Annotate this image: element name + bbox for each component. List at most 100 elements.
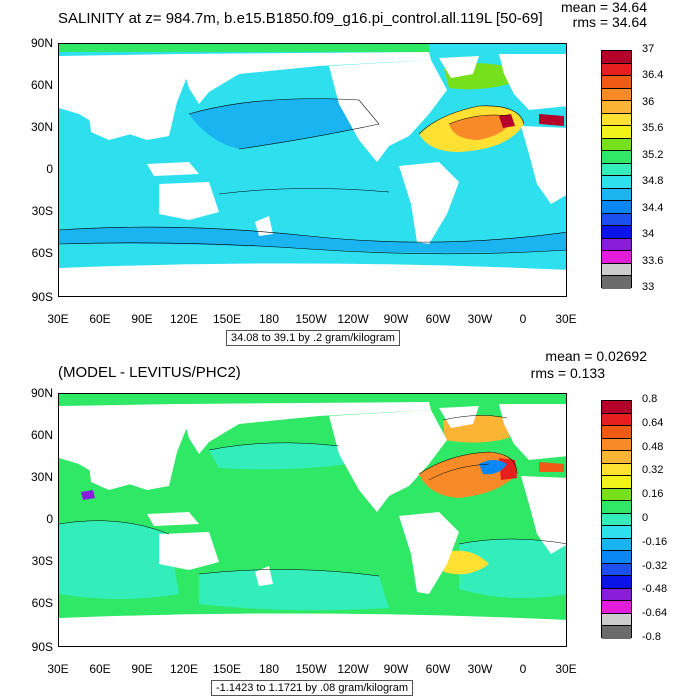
contour-line xyxy=(208,442,340,451)
colorbar-swatch xyxy=(602,238,631,252)
lon-label: 30E xyxy=(555,312,577,326)
difference-map xyxy=(58,393,567,647)
colorbar-swatch xyxy=(602,576,631,589)
colorbar-swatch xyxy=(602,76,631,89)
colorbar-swatch xyxy=(602,226,631,239)
land-africa xyxy=(521,126,566,204)
land-nz xyxy=(255,566,273,586)
cyan-patch xyxy=(199,569,389,611)
lat-label: 90S xyxy=(31,640,53,654)
land-antarctica xyxy=(59,613,566,646)
lon-label: 180 xyxy=(258,662,280,676)
contour-line xyxy=(418,105,525,135)
land-nz xyxy=(255,216,273,236)
lat-label: 60N xyxy=(30,428,53,442)
colorbar-swatch xyxy=(602,188,631,202)
colorbar-swatch xyxy=(602,276,631,289)
contour-info: 34.08 to 39.1 by .2 gram/kilogram xyxy=(226,330,400,346)
colorbar-swatch xyxy=(602,501,631,514)
colorbar-swatch xyxy=(602,163,631,177)
colorbar-swatch xyxy=(602,588,631,602)
lat-label: 60S xyxy=(31,246,53,260)
colorbar-swatch xyxy=(602,263,631,277)
lat-label: 60N xyxy=(30,78,53,92)
colorbar-swatch xyxy=(602,626,631,639)
land-south-asia xyxy=(89,110,131,140)
lon-label: 60E xyxy=(89,662,111,676)
lon-label: 120W xyxy=(337,662,369,676)
land-eurasia-east xyxy=(179,52,431,104)
lon-label: 120W xyxy=(337,312,369,326)
land-south-america xyxy=(399,512,459,594)
land-greenland xyxy=(439,56,479,78)
land-north-america xyxy=(329,60,447,162)
lon-label: 150E xyxy=(212,312,242,326)
colorbar-label: 35.2 xyxy=(642,148,664,161)
colorbar-label: -0.16 xyxy=(642,535,668,548)
colorbar-label: 37 xyxy=(642,43,655,55)
colorbar-swatch xyxy=(602,401,631,414)
colorbar-swatch xyxy=(602,251,631,264)
lon-label: 90E xyxy=(131,312,153,326)
contour-line xyxy=(448,114,510,125)
arctic-strip xyxy=(59,44,429,52)
colorbar xyxy=(601,400,632,639)
colorbar-swatch xyxy=(602,151,631,164)
colorbar-swatch xyxy=(602,213,631,227)
lon-label: 120E xyxy=(169,662,199,676)
lon-label: 180 xyxy=(258,312,280,326)
colorbar-label: 35.6 xyxy=(642,122,664,135)
colorbar-label: -0.48 xyxy=(642,583,668,596)
colorbar-swatch xyxy=(602,426,631,439)
salinity-map xyxy=(58,43,567,297)
colorbar-swatch xyxy=(602,601,631,614)
land-south-america xyxy=(399,162,459,244)
colorbar-swatch xyxy=(602,438,631,452)
cyan-patch xyxy=(209,442,349,470)
land-europe xyxy=(499,54,566,110)
colorbar-swatch xyxy=(602,488,631,502)
north-pacific-band xyxy=(189,98,379,149)
lon-label: 0 xyxy=(519,662,527,676)
lon-label: 90W xyxy=(383,312,409,326)
lon-label: 90W xyxy=(383,662,409,676)
colorbar-label: 34.8 xyxy=(642,175,664,188)
contour-line xyxy=(428,463,490,481)
lat-label: 90N xyxy=(30,36,53,50)
land-maritime xyxy=(147,512,199,526)
mediterranean xyxy=(539,114,564,126)
yellow-patch xyxy=(439,550,489,575)
colorbar-label: 0.32 xyxy=(642,464,664,477)
land-south-asia xyxy=(89,460,131,490)
contour-line xyxy=(442,415,508,421)
cyan-patch xyxy=(59,520,179,599)
salinity-panel: SALINITY at z= 984.7m, b.e15.B1850.f09_g… xyxy=(30,0,664,346)
colorbar-swatch xyxy=(602,138,631,152)
rms-value: rms = 0.133 xyxy=(530,365,605,381)
colorbar-swatch xyxy=(602,51,631,64)
land-australia xyxy=(159,182,219,220)
colorbar-label: 34 xyxy=(642,228,655,241)
colorbar-swatch xyxy=(602,551,631,564)
colorbar-label: 34.4 xyxy=(642,201,664,214)
lon-label: 30W xyxy=(467,312,493,326)
colorbar xyxy=(601,50,632,289)
lat-label: 30N xyxy=(30,470,53,484)
colorbar-swatch xyxy=(602,88,631,102)
colorbar-label: 0.48 xyxy=(642,440,664,453)
colorbar-label: 0 xyxy=(642,512,649,524)
contour-line xyxy=(218,188,390,195)
atlantic-cool xyxy=(479,460,507,475)
lat-label: 0 xyxy=(46,512,53,526)
colorbar-label: -0.8 xyxy=(642,631,661,643)
contour-line xyxy=(418,451,518,475)
colorbar-label: 36.4 xyxy=(642,69,664,82)
mean-value: mean = 34.64 xyxy=(560,0,647,15)
colorbar-swatch xyxy=(602,413,631,427)
mean-value: mean = 0.02692 xyxy=(545,348,647,364)
land-antarctica xyxy=(59,263,566,296)
lon-label: 60E xyxy=(89,312,111,326)
lat-label: 0 xyxy=(46,162,53,176)
land-eurasia-east xyxy=(179,402,431,454)
colorbar-swatch xyxy=(602,613,631,627)
